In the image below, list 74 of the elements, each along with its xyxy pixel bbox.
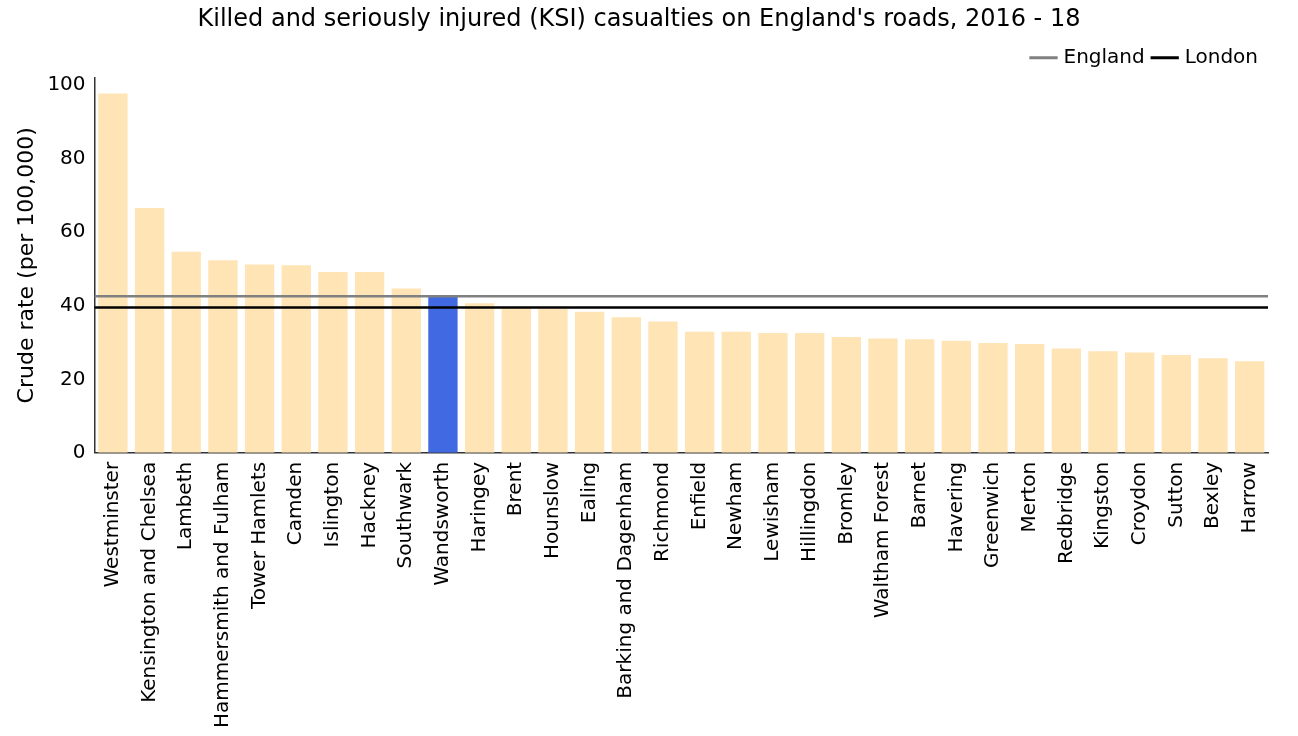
y-tick-label: 100: [47, 71, 86, 96]
x-tick-label: Havering: [942, 461, 967, 553]
x-tick-label: Newham: [722, 461, 747, 550]
bar: [318, 271, 348, 453]
x-tick-label: Bromley: [832, 461, 857, 545]
legend-label: England: [1063, 44, 1145, 68]
bar: [134, 207, 165, 453]
y-tick-label: 0: [72, 439, 86, 464]
x-tick-label: Kensington and Chelsea: [135, 461, 160, 703]
x-tick-label: Lewisham: [759, 461, 784, 562]
x-tick-label: Barnet: [905, 461, 930, 529]
x-tick-label: Bexley: [1199, 461, 1224, 530]
x-tick-label: Southwark: [392, 461, 417, 569]
bar: [538, 308, 568, 453]
legend-label: London: [1184, 44, 1258, 68]
bar: [171, 251, 201, 453]
bar: [98, 93, 128, 453]
x-tick-label: Lambeth: [172, 461, 197, 551]
bar: [1124, 352, 1155, 453]
bar: [464, 303, 495, 453]
bar: [391, 288, 421, 453]
x-tick-label: Hackney: [355, 461, 380, 549]
bar: [868, 338, 898, 453]
bar: [1051, 348, 1081, 453]
bar: [831, 337, 861, 453]
bar: [574, 311, 605, 453]
x-tick-label: Sutton: [1162, 461, 1187, 528]
x-tick-label: Enfield: [685, 461, 710, 531]
x-tick-label: Hillingdon: [795, 461, 820, 563]
bar: [501, 307, 531, 453]
x-tick-label: Greenwich: [979, 461, 1004, 568]
bar: [758, 332, 788, 453]
x-tick-label: Kingston: [1089, 461, 1114, 550]
bar: [1198, 358, 1228, 453]
bar: [941, 340, 971, 453]
x-tick-label: Harrow: [1235, 461, 1260, 534]
x-tick-label: Westminster: [99, 461, 124, 588]
bar: [611, 317, 641, 453]
x-tick-label: Barking and Dagenham: [612, 461, 637, 699]
x-tick-label: Richmond: [649, 461, 674, 563]
y-tick-label: 80: [60, 144, 86, 169]
x-tick-label: Merton: [1015, 461, 1040, 533]
bar: [794, 332, 825, 453]
y-tick-label: 60: [60, 218, 86, 243]
y-axis-title: Crude rate (per 100,000): [12, 127, 38, 404]
x-tick-label: Redbridge: [1052, 461, 1077, 565]
x-tick-label: Ealing: [575, 461, 600, 524]
x-tick-label: Tower Hamlets: [245, 461, 270, 611]
bar: [721, 331, 751, 453]
bar: [648, 321, 678, 453]
bar: [1014, 344, 1045, 453]
chart-title: Killed and seriously injured (KSI) casualties on England's roads, 2016 - 18: [197, 3, 1081, 32]
bar: [244, 264, 275, 453]
bar: [208, 260, 238, 453]
y-tick-label: 20: [60, 365, 86, 390]
x-tick-label: Wandsworth: [429, 461, 454, 586]
bar: [904, 339, 935, 453]
x-tick-label: Brent: [502, 461, 527, 517]
bar: [354, 271, 385, 453]
bar: [281, 265, 311, 453]
x-tick-label: Haringey: [465, 461, 490, 553]
x-tick-label: Hammersmith and Fulham: [209, 461, 234, 729]
x-tick-label: Islington: [319, 461, 344, 548]
bar: [1088, 351, 1118, 453]
bar: [684, 331, 715, 453]
bar: [1235, 361, 1265, 453]
y-tick-label: 40: [60, 291, 86, 316]
bar: [978, 342, 1008, 453]
bar: [1161, 355, 1191, 453]
x-tick-label: Croydon: [1125, 461, 1150, 546]
x-tick-label: Camden: [282, 461, 307, 546]
x-tick-label: Waltham Forest: [869, 461, 894, 619]
bar: [428, 296, 458, 453]
x-tick-label: Hounslow: [539, 461, 564, 560]
